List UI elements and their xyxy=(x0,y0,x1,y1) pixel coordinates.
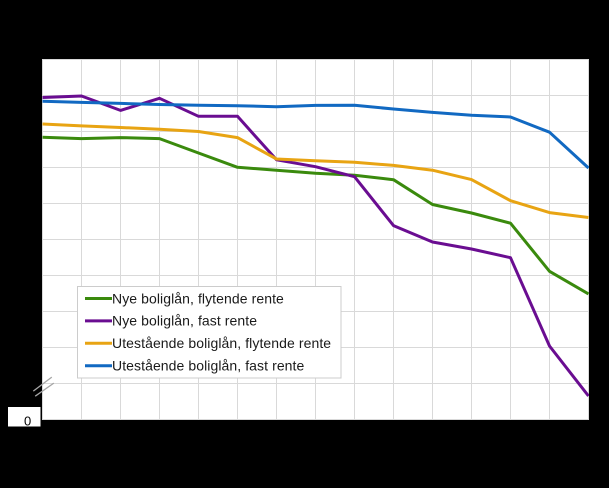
svg-text:Utestående boliglån, fast rent: Utestående boliglån, fast rente xyxy=(112,358,305,374)
svg-text:Nye boliglån, flytende rente: Nye boliglån, flytende rente xyxy=(112,290,284,306)
svg-text:Utestående boliglån, flytende: Utestående boliglån, flytende rente xyxy=(112,335,331,351)
svg-text:Nye boliglån, fast rente: Nye boliglån, fast rente xyxy=(112,313,257,329)
svg-text:0: 0 xyxy=(24,414,31,429)
